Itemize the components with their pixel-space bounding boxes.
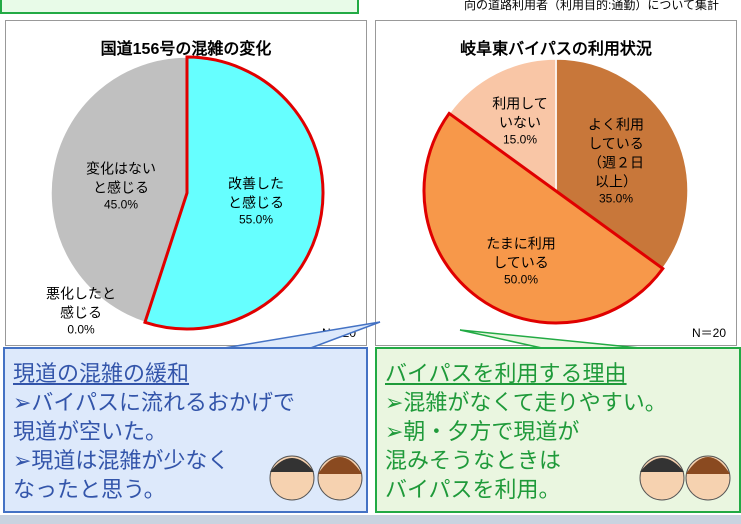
callout-title: バイパスを利用する理由 [385,359,731,388]
category-label: 利用して いない [492,95,548,133]
header-note: 向の道路利用者（利用目的:通勤）について集計 [464,0,719,13]
callout-line: 混みそうなときは [385,446,731,475]
callout-line: ➢混雑がなくて走りやすい。 [385,388,731,417]
callout: バイパスを利用する理由➢混雑がなくて走りやすい。➢朝・夕方で現道が混みそうなとき… [375,347,741,513]
callout: 現道の混雑の緩和➢バイパスに流れるおかげで現道が空いた。➢現道は混雑が少なくなっ… [3,347,368,513]
category-label: よく利用 している （週２日 以上） [588,116,644,192]
value-label: 50.0% [486,273,556,288]
callout-line: なったと思う。 [13,475,358,504]
value-label: 0.0% [46,323,116,338]
callout-line: ➢現道は混雑が少なく [13,446,358,475]
callout-title: 現道の混雑の緩和 [13,359,358,388]
callout-line: 現道が空いた。 [13,417,358,446]
slice-label: よく利用 している （週２日 以上）35.0% [588,116,644,207]
callout-line: バイパスを利用。 [385,475,731,504]
value-label: 35.0% [588,192,644,207]
value-label: 45.0% [86,198,156,213]
footer-strip [0,515,741,524]
value-label: 15.0% [492,133,548,148]
page: 向の道路利用者（利用目的:通勤）について集計 国道156号の混雑の変化N＝20改… [0,0,741,524]
category-label: 悪化したと 感じる [46,285,116,323]
header-box [0,0,359,14]
category-label: 改善した と感じる [228,175,284,213]
callout-line: ➢バイパスに流れるおかげで [13,388,358,417]
callout-line: ➢朝・夕方で現道が [385,417,731,446]
category-label: 変化はない と感じる [86,160,156,198]
pie [376,21,738,347]
value-label: 55.0% [228,213,284,228]
category-label: たまに利用 している [486,235,556,273]
